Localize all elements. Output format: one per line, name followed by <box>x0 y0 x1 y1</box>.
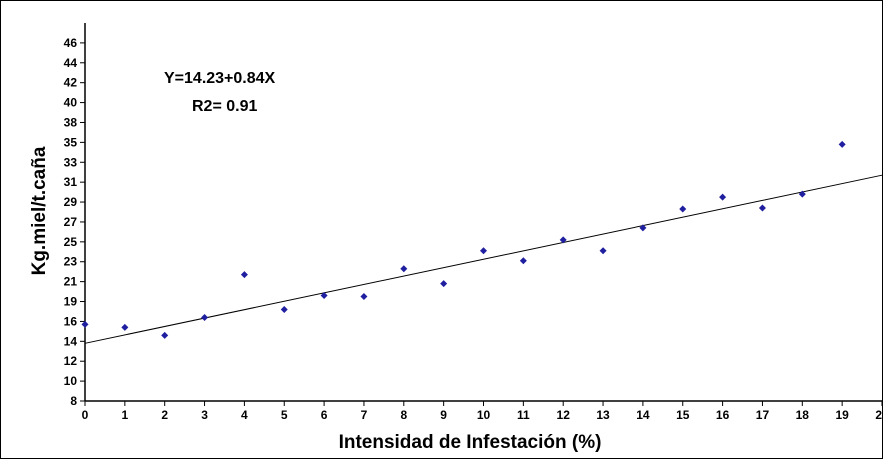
y-tick-label: 25 <box>64 235 78 249</box>
y-tick-label: 42 <box>64 76 78 90</box>
data-point <box>360 293 368 301</box>
x-tick-label: 9 <box>440 408 447 422</box>
data-point <box>81 320 89 328</box>
y-tick-label: 14 <box>64 334 78 348</box>
y-tick-label: 44 <box>64 56 78 70</box>
x-tick-label: 13 <box>596 408 610 422</box>
x-tick-label: 15 <box>676 408 690 422</box>
x-tick-label: 2 <box>161 408 168 422</box>
data-point <box>639 224 647 232</box>
x-tick-label: 19 <box>835 408 849 422</box>
x-tick-label: 2 <box>875 408 882 422</box>
x-tick-label: 5 <box>281 408 288 422</box>
x-tick-label: 1 <box>122 408 129 422</box>
x-axis-title: Intensidad de Infestación (%) <box>339 432 602 453</box>
x-tick-label: 14 <box>636 408 650 422</box>
x-tick-label: 4 <box>241 408 248 422</box>
data-point <box>201 313 209 321</box>
trendline <box>84 174 883 344</box>
data-point <box>758 204 766 212</box>
data-point <box>838 140 846 148</box>
y-tick-label: 27 <box>64 215 78 229</box>
x-tick-label: 10 <box>477 408 491 422</box>
points-layer <box>81 140 846 339</box>
y-tick-label: 8 <box>70 394 77 408</box>
y-axis-title: Kg.miel/t.caña <box>29 146 50 275</box>
data-point <box>161 331 169 339</box>
x-tick-label: 7 <box>361 408 368 422</box>
x-tick-label: 6 <box>321 408 328 422</box>
x-tick-label: 18 <box>796 408 810 422</box>
y-tick-label: 12 <box>64 354 78 368</box>
y-tick-label: 38 <box>64 115 78 129</box>
y-tick-label: 31 <box>64 175 78 189</box>
data-point <box>599 247 607 255</box>
y-tick-label: 29 <box>64 195 78 209</box>
y-tick-label: 46 <box>64 36 78 50</box>
y-tick-label: 10 <box>64 374 78 388</box>
data-point <box>519 257 527 265</box>
data-point <box>121 323 129 331</box>
regression-equation: Y=14.23+0.84X <box>164 70 276 87</box>
data-point <box>440 280 448 288</box>
y-tick-label: 40 <box>64 96 78 110</box>
x-tick-label: 11 <box>517 408 530 422</box>
trendline-layer <box>84 174 883 344</box>
x-tick-label: 8 <box>400 408 407 422</box>
y-tick-label: 33 <box>64 155 78 169</box>
x-tick-label: 16 <box>716 408 730 422</box>
r-squared-label: R2= 0.91 <box>192 98 257 115</box>
y-tick-label: 35 <box>64 135 78 149</box>
data-point <box>320 292 328 300</box>
data-point <box>679 205 687 213</box>
x-tick-label: 0 <box>82 408 89 422</box>
data-point <box>400 265 408 273</box>
x-tick-label: 17 <box>756 408 770 422</box>
axes <box>80 23 883 406</box>
y-tick-label: 16 <box>64 314 78 328</box>
x-tick-label: 12 <box>557 408 571 422</box>
data-point <box>559 236 567 244</box>
data-point <box>480 247 487 255</box>
x-tick-label: 3 <box>201 408 208 422</box>
data-point <box>240 271 248 279</box>
y-tick-label: 19 <box>64 295 78 309</box>
data-point <box>798 190 806 198</box>
data-point <box>719 193 727 201</box>
y-tick-label: 21 <box>64 275 78 289</box>
y-tick-label: 23 <box>64 255 78 269</box>
data-point <box>280 305 288 313</box>
